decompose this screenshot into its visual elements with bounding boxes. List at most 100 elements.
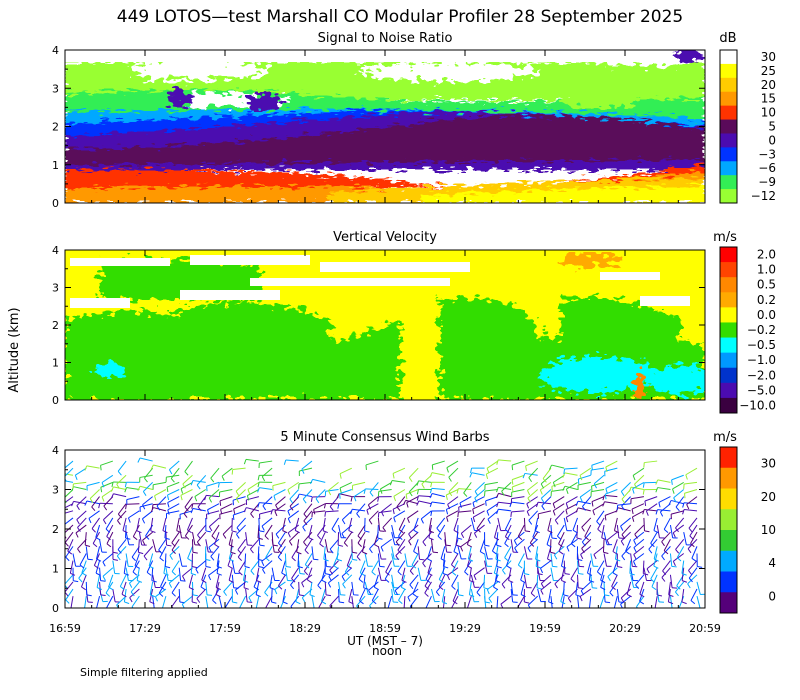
colorbar-swatch xyxy=(720,592,737,614)
wind-barb-flag xyxy=(422,541,427,547)
wind-barb-flag xyxy=(154,495,157,501)
wind-barb-flag xyxy=(208,547,212,553)
wind-barb-flag xyxy=(233,508,236,514)
wind-barb-flag xyxy=(551,537,557,540)
wind-barb xyxy=(232,467,246,471)
colorbar-label: 10 xyxy=(761,523,776,537)
wind-barb-flag xyxy=(116,484,120,489)
wind-barb-flag xyxy=(101,496,105,502)
wind-barb-flag xyxy=(195,568,199,574)
wind-panel-title: 5 Minute Consensus Wind Barbs xyxy=(280,430,489,445)
wind-barb xyxy=(130,581,140,593)
wind-barb-flag xyxy=(589,580,595,583)
wind-barb-flag xyxy=(271,601,277,604)
wind-barb xyxy=(675,517,685,529)
wind-barb-flag xyxy=(299,573,305,575)
wind-barb-flag xyxy=(65,542,69,547)
wind-barb-flag xyxy=(182,575,186,581)
wind-barb-flag xyxy=(74,475,78,481)
wind-barb-flag xyxy=(591,465,593,471)
wind-barb-flag xyxy=(442,573,448,576)
wind-barb-flag xyxy=(100,594,106,596)
wind-barb xyxy=(596,510,605,522)
wind-barb xyxy=(246,507,259,512)
wind-barb-flag xyxy=(323,558,329,562)
wind-barb xyxy=(483,574,486,588)
wind-barb xyxy=(161,596,167,608)
wind-barb-flag xyxy=(651,586,657,591)
wind-barb xyxy=(427,546,432,559)
wind-barb-flag xyxy=(620,597,625,603)
wind-barb xyxy=(604,510,618,516)
wind-barb xyxy=(184,496,193,508)
wind-barb-flag xyxy=(565,517,569,523)
wind-barb-flag xyxy=(565,509,568,515)
wind-barb xyxy=(311,596,315,608)
wind-barb xyxy=(228,567,233,581)
wind-barb xyxy=(554,510,565,521)
wind-barb-flag xyxy=(476,528,481,533)
wind-barb-flag xyxy=(427,572,433,576)
wind-barb-flag xyxy=(655,479,659,485)
wind-barb xyxy=(575,581,579,595)
wind-barb-flag xyxy=(605,466,608,472)
x-tick-label: 19:29 xyxy=(449,622,481,635)
colorbar-label: 2.0 xyxy=(757,248,776,262)
wind-barb xyxy=(668,581,671,595)
wind-barb-flag xyxy=(315,498,320,504)
wind-barb-flag xyxy=(620,491,625,496)
wind-barb xyxy=(625,539,632,552)
wind-barb-flag xyxy=(197,534,201,540)
wind-barb-flag xyxy=(285,565,292,568)
wind-barb xyxy=(597,517,605,530)
wind-barb-flag xyxy=(409,584,414,589)
wind-barb xyxy=(290,595,300,607)
wind-barb xyxy=(616,588,620,603)
wind-barb-flag xyxy=(505,536,510,541)
wind-barb-flag xyxy=(333,565,338,569)
wind-barb xyxy=(210,467,220,479)
wind-barb xyxy=(563,581,565,595)
wind-barb-flag xyxy=(562,609,567,611)
wind-barb-flag xyxy=(317,585,322,590)
colorbar-swatch xyxy=(720,530,737,552)
wind-barb xyxy=(646,503,658,512)
wind-barb xyxy=(648,538,658,550)
wind-barb xyxy=(239,595,247,608)
wind-barb xyxy=(65,503,74,509)
wind-barb xyxy=(436,517,446,529)
wind-barb-flag xyxy=(407,596,411,602)
wind-barb xyxy=(277,538,286,551)
wind-barb-flag xyxy=(282,601,288,605)
wind-barb-flag xyxy=(494,572,499,576)
wind-barb-flag xyxy=(504,543,509,548)
wind-barb-flag xyxy=(257,537,263,540)
wind-barb xyxy=(136,567,140,581)
wind-barb-flag xyxy=(592,510,596,516)
wind-barb-flag xyxy=(522,473,526,479)
wind-barb-flag xyxy=(205,530,211,533)
wind-barb xyxy=(484,553,488,567)
wind-barb-flag xyxy=(357,542,362,547)
wind-barb xyxy=(577,574,579,588)
wind-barb xyxy=(112,560,116,574)
wind-barb-flag xyxy=(408,540,412,546)
wind-barb-flag xyxy=(328,576,332,581)
wind-barb-flag xyxy=(287,532,291,538)
wind-barb xyxy=(446,489,459,496)
wind-barb-flag xyxy=(303,541,307,547)
colorbar-label: 0.2 xyxy=(757,293,776,307)
wind-barb xyxy=(651,574,658,587)
wind-barb xyxy=(404,553,408,567)
wind-barb xyxy=(356,595,366,607)
wind-barb xyxy=(123,560,127,574)
wind-barb-flag xyxy=(558,550,564,555)
wind-barb xyxy=(448,467,459,478)
wind-barb xyxy=(566,538,578,548)
wind-barb-flag xyxy=(447,575,450,581)
wind-barb-flag xyxy=(407,518,410,524)
wind-barb-flag xyxy=(190,480,194,486)
wind-barb-flag xyxy=(552,503,556,509)
wind-barb-flag xyxy=(145,535,150,540)
